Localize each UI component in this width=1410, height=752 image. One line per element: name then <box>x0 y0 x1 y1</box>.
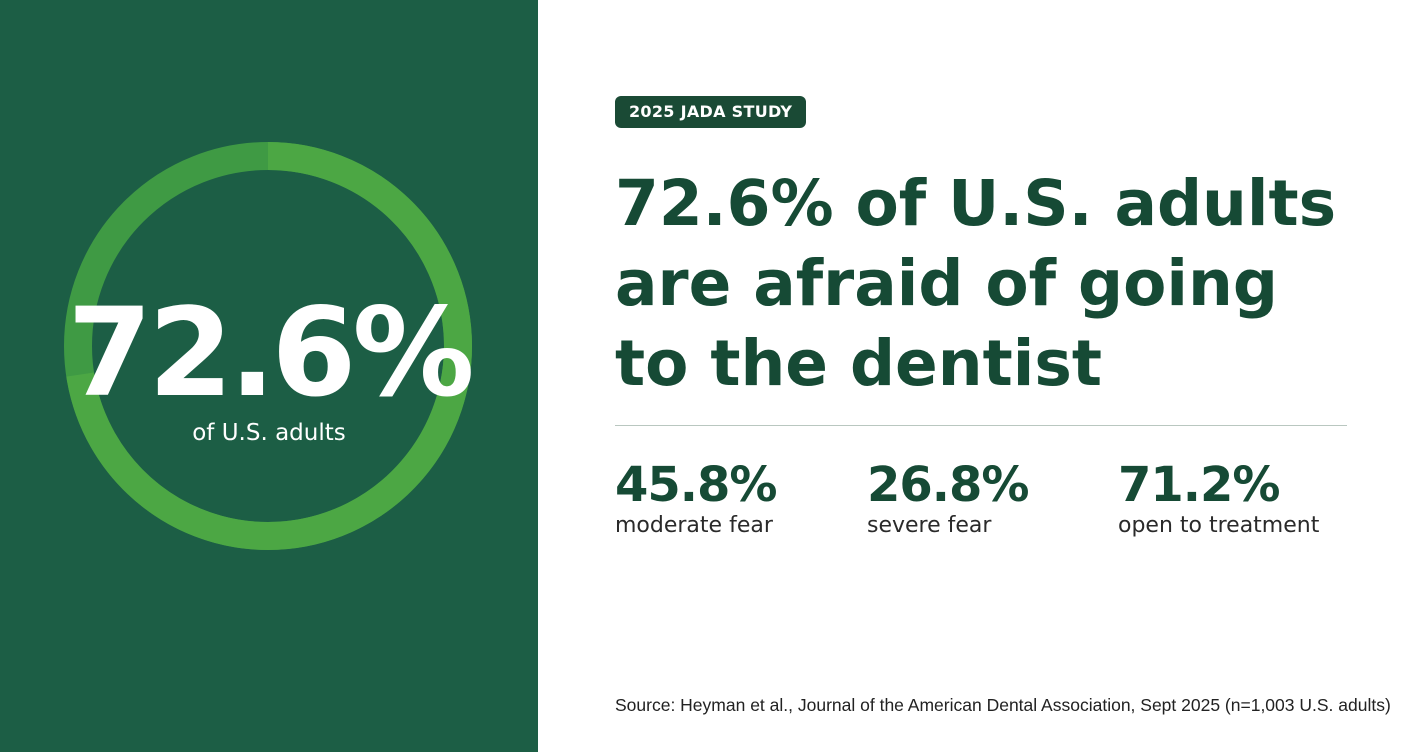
stat-moderate-fear: 45.8% moderate fear <box>615 457 778 540</box>
content-panel: 2025 JADA STUDY 72.6% of U.S. adults are… <box>538 0 1410 752</box>
headline-line-3: to the dentist <box>615 327 1102 400</box>
stat-panel: 72.6% of U.S. adults <box>0 0 538 752</box>
hero-caption: of U.S. adults <box>192 420 346 446</box>
stat-severe-fear: 26.8% severe fear <box>867 457 1030 540</box>
donut-chart <box>64 142 472 550</box>
source-citation: Source: Heyman et al., Journal of the Am… <box>615 695 1391 715</box>
stat-label: open to treatment <box>1118 513 1320 538</box>
page-title: 72.6% of U.S. adults are afraid of going… <box>615 164 1405 404</box>
study-badge: 2025 JADA STUDY <box>615 96 807 128</box>
hero-percentage: 72.6% <box>67 282 474 424</box>
stat-label: severe fear <box>867 513 992 538</box>
ring-filled-segment <box>66 142 472 550</box>
stat-value: 71.2% <box>1118 457 1281 513</box>
headline-line-1: 72.6% of U.S. adults <box>615 167 1337 240</box>
stat-value: 26.8% <box>867 457 1030 513</box>
stat-open-to-treatment: 71.2% open to treatment <box>1118 458 1319 540</box>
divider <box>615 425 1347 426</box>
stat-value: 45.8% <box>615 457 778 513</box>
stat-label: moderate fear <box>615 513 773 538</box>
headline-line-2: are afraid of going <box>615 247 1278 320</box>
